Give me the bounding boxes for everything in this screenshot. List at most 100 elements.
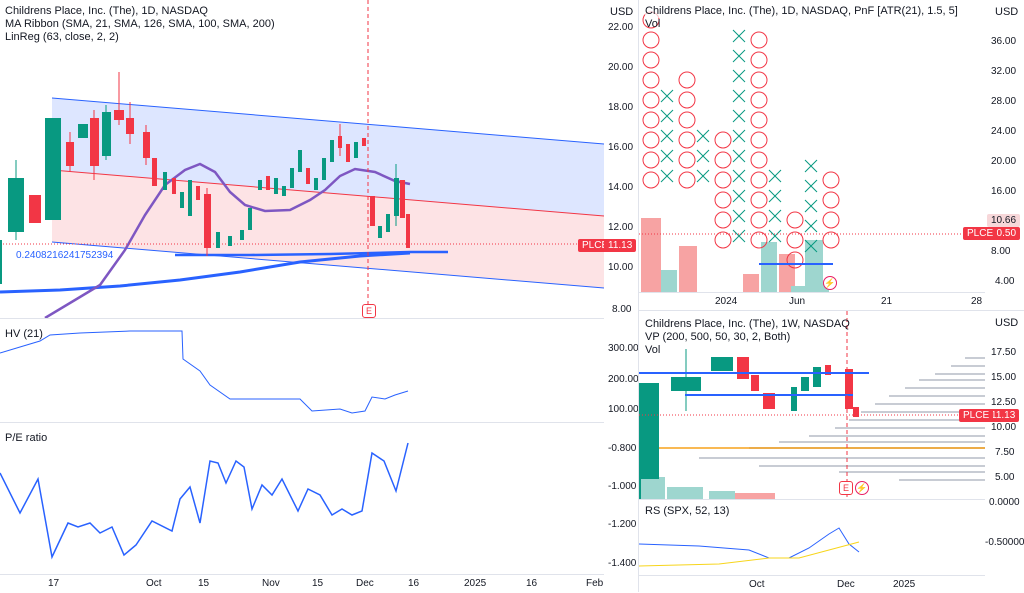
weekly-y-tick: 17.50 [991,347,1017,358]
ma-ribbon-legend[interactable]: MA Ribbon (SMA, 21, SMA, 126, SMA, 100, … [5,18,275,30]
pnf-left-tick: 8.00 [612,304,632,315]
pe-tick: -1.400 [608,558,637,569]
hv-canvas [0,330,409,414]
hv-tick: 300.00 [608,343,639,354]
weekly-canvas[interactable] [639,311,985,499]
pnf-vol-label[interactable]: Vol [645,18,661,30]
hv-pane[interactable]: HV (21) [0,318,604,422]
main-price-axis[interactable]: USD 22.00 20.00 18.00 16.00 14.00 12.00 … [604,0,639,592]
flash-icon[interactable]: ⚡ [823,276,837,290]
pnf-ticker-tag: PLCE [963,227,998,240]
weekly-y-unit: USD [995,317,1019,329]
pe-canvas [0,442,409,560]
weekly-last-price-tag: 11.13 [987,409,1020,422]
weekly-x-tick: Oct [749,579,765,590]
pnf-left-tick: 10.00 [608,262,634,273]
weekly-y-tick: 7.50 [995,447,1015,458]
pnf-left-tick: 16.00 [608,142,634,153]
main-chart-canvas[interactable] [0,0,604,318]
pnf-o-column [642,11,840,269]
ma-100-line [175,250,448,257]
rs-line [639,527,860,559]
x-tick: Dec [356,578,374,589]
x-tick: 15 [312,578,324,589]
hv-label[interactable]: HV (21) [5,328,43,340]
earnings-marker[interactable]: E [362,304,376,318]
hv-line [0,330,409,414]
pnf-left-tick: 18.00 [608,102,634,113]
main-chart-panel[interactable]: Childrens Place, Inc. (The), 1D, NASDAQ … [0,0,637,318]
pe-tick: -0.800 [608,443,637,454]
weekly-y-tick: 5.00 [995,472,1015,483]
weekly-x-tick: Dec [837,579,855,590]
vp-legend[interactable]: VP (200, 500, 50, 30, 2, Both) [645,331,791,343]
pnf-x-tick: 21 [881,296,893,307]
pnf-right-tick: 32.00 [991,66,1017,77]
pnf-chart-panel[interactable]: Childrens Place, Inc. (The), 1D, NASDAQ,… [638,0,1024,310]
rs-label[interactable]: RS (SPX, 52, 13) [645,505,730,517]
x-tick: Feb [586,578,604,589]
x-tick: Oct [146,578,162,589]
rs-y-tick: -0.50000 [985,537,1024,548]
weekly-vol-label[interactable]: Vol [645,344,661,356]
pnf-chart-title: Childrens Place, Inc. (The), 1D, NASDAQ,… [645,4,958,18]
pe-pane[interactable]: P/E ratio [0,422,604,574]
pe-tick: -1.200 [608,519,637,530]
pnf-right-tick: 16.00 [991,186,1017,197]
pe-line [0,442,409,560]
pnf-right-tick: 24.00 [991,126,1017,137]
candles [0,72,410,284]
pnf-right-axis[interactable]: USD 36.00 32.00 28.00 24.00 20.00 16.00 … [985,0,1024,292]
pe-tick: -1.000 [608,481,637,492]
pnf-right-unit: USD [995,6,1019,18]
weekly-x-tick: 2025 [893,579,916,590]
pnf-left-tick: 22.00 [608,22,634,33]
pnf-left-tick: 12.00 [608,222,634,233]
weekly-time-axis[interactable]: Oct Dec 2025 [639,575,985,593]
hv-tick: 100.00 [608,404,639,415]
weekly-chart-title: Childrens Place, Inc. (The), 1W, NASDAQ [645,318,850,330]
ma-200-line [0,251,411,294]
pnf-right-tick: 28.00 [991,96,1017,107]
weekly-y-tick: 10.00 [991,422,1017,433]
weekly-chart-panel[interactable]: Childrens Place, Inc. (The), 1W, NASDAQ … [638,310,1024,592]
linreg-upper-line [51,97,604,145]
x-tick: 16 [526,578,538,589]
weekly-flash-icon[interactable]: ⚡ [855,481,869,495]
last-price-tag: 11.13 [604,239,637,252]
weekly-earnings-marker[interactable]: E [839,481,853,495]
ticker-tag: PLCE [578,239,613,252]
x-tick: Nov [262,578,280,589]
main-chart-title: Childrens Place, Inc. (The), 1D, NASDAQ [5,5,208,17]
x-tick: 16 [408,578,420,589]
pnf-time-axis[interactable]: 2024 Jun 21 28 [639,292,985,310]
pnf-right-tick: 8.00 [991,246,1011,257]
pnf-left-tick: 20.00 [608,62,634,73]
pnf-x-tick: Jun [789,296,806,307]
pnf-right-tick: 36.00 [991,36,1017,47]
hv-tick: 200.00 [608,374,639,385]
linreg-lower-line [51,241,604,289]
pnf-x-tick: 2024 [715,296,738,307]
linreg-mid-line [51,169,604,217]
linreg-legend[interactable]: LinReg (63, close, 2, 2) [5,31,119,43]
pnf-right-tick: 4.00 [995,276,1015,287]
weekly-y-tick: 12.50 [991,397,1017,408]
weekly-y-tick: 15.00 [991,372,1017,383]
weekly-ticker-tag: PLCE [959,409,994,422]
pe-label[interactable]: P/E ratio [5,432,48,444]
rs-y-tick: 0.0000 [989,497,1020,508]
pnf-left-tick: 14.00 [608,182,634,193]
pnf-canvas[interactable] [639,0,985,292]
ma-21-line [44,162,411,318]
pnf-grey-price-tag: 10.66 [987,214,1021,227]
pnf-x-column [660,29,818,253]
rs-signal-line [639,541,860,567]
rs-pane[interactable]: RS (SPX, 52, 13) [639,499,985,575]
x-tick: 17 [48,578,60,589]
main-time-axis[interactable]: 17 Oct 15 Nov 15 Dec 16 2025 16 Feb [0,574,604,592]
weekly-price-axis[interactable]: USD 17.50 15.00 12.50 10.00 7.50 5.00 0.… [985,311,1024,593]
main-y-unit: USD [610,6,634,18]
x-tick: 2025 [464,578,487,589]
pnf-x-tick: 28 [971,296,983,307]
